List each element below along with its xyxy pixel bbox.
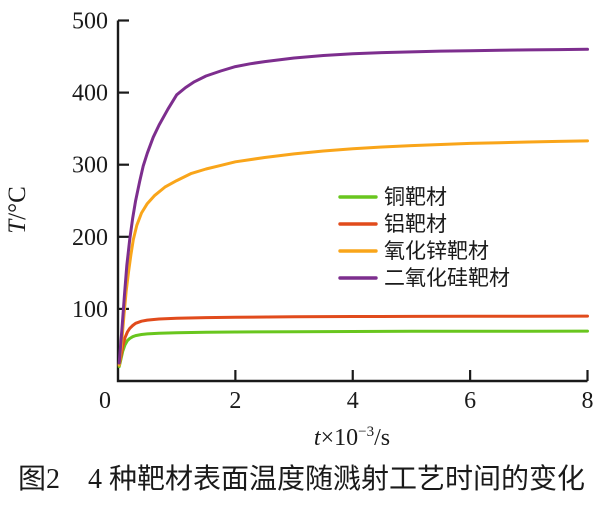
x-tick-label-6: 6: [464, 388, 476, 414]
legend-label-0: 铜靶材: [384, 185, 447, 209]
y-tick-label-300: 300: [72, 153, 108, 179]
legend-label-2: 氧化锌靶材: [384, 239, 489, 263]
y-axis-variable: T: [4, 219, 31, 234]
x-tick-label-2: 2: [229, 388, 241, 414]
figure-caption: 图2 4 种靶材表面温度随溅射工艺时间的变化: [17, 464, 585, 495]
curve-series-2: [117, 139, 589, 367]
x-axis-base: ×10: [320, 425, 359, 451]
x-axis-variable: t: [313, 425, 321, 451]
x-tick-label-4: 4: [347, 388, 359, 414]
y-tick-label-100: 100: [72, 297, 108, 323]
axes-frame: [116, 20, 588, 383]
y-tick-label-200: 200: [72, 225, 108, 251]
legend-label-1: 铝靶材: [384, 212, 447, 236]
y-tick-label-500: 500: [72, 9, 108, 35]
x-axis-exponent: −3: [358, 424, 375, 440]
x-axis-title: t×10−3/s: [252, 416, 452, 451]
curve-series-3: [117, 47, 589, 365]
y-tick-label-400: 400: [72, 81, 108, 107]
curve-series-0: [117, 329, 589, 369]
curve-series-1: [117, 314, 589, 367]
x-tick-label-8: 8: [582, 388, 594, 414]
y-axis-title: T/°C: [1, 130, 35, 290]
x-axis-unit: /s: [374, 425, 391, 451]
legend-label-3: 二氧化硅靶材: [384, 266, 510, 290]
x-tick-label-0: 0: [99, 388, 111, 414]
y-axis-unit: /°C: [4, 186, 31, 220]
